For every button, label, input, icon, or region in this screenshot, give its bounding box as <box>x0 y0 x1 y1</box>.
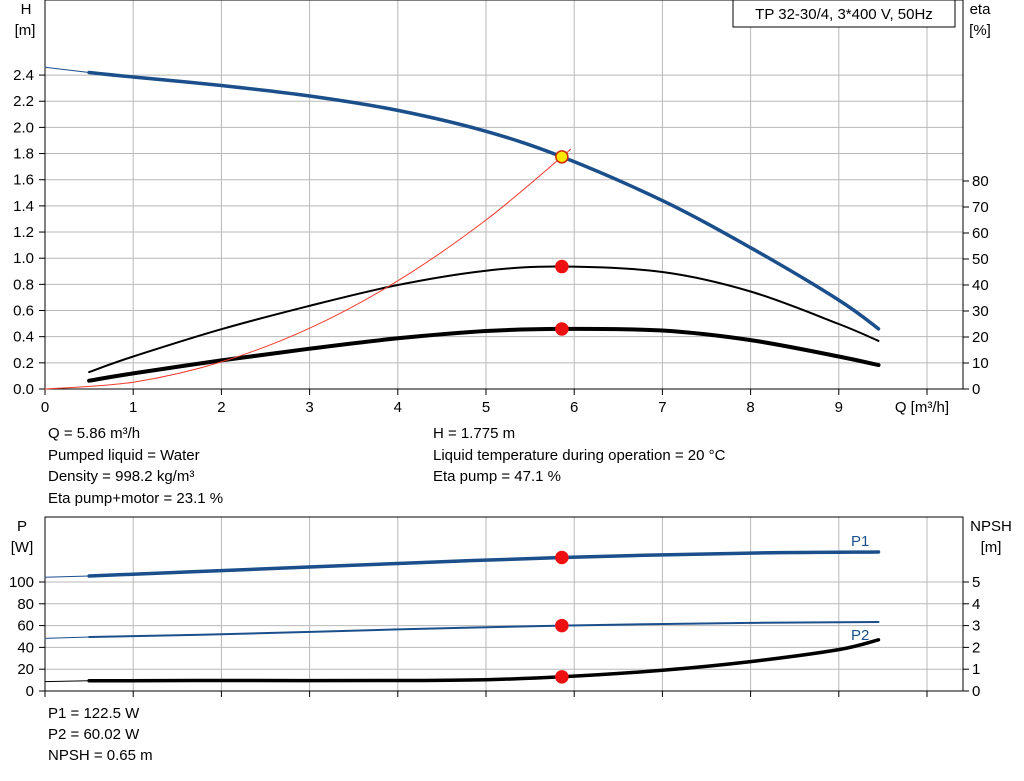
top-right-tick-label: 0 <box>972 381 980 398</box>
chart-title-box <box>732 0 956 28</box>
bottom-series-line <box>44 680 90 683</box>
top-left-tick-label: 2.0 <box>13 119 34 136</box>
x-tick-label: 5 <box>482 399 490 416</box>
top-right-tick-label: 70 <box>972 199 989 216</box>
bottom-operating-point-marker <box>555 618 569 633</box>
top-plot-frame <box>44 0 964 390</box>
top-right-tick-label: 30 <box>972 303 989 320</box>
bottom-left-tick-label: 20 <box>17 661 34 678</box>
top-series-line <box>87 326 881 383</box>
bottom-left-tick-label: 60 <box>17 618 34 635</box>
bottom-chart-markers <box>555 550 569 684</box>
x-tick-label: 1 <box>129 399 137 416</box>
x-tick-label: 3 <box>305 399 313 416</box>
x-tick-label: 7 <box>658 399 666 416</box>
x-tick-label: 4 <box>394 399 402 416</box>
x-tick-label: 0 <box>41 399 49 416</box>
x-tick-label: 8 <box>746 399 754 416</box>
x-axis-label: Q [m³/h] <box>895 399 949 416</box>
bottom-series-line <box>44 575 90 578</box>
bottom-right-tick-label: 0 <box>972 683 980 700</box>
bottom-chart-ticks: 0 20 40 60 80 100 0 1 2 3 4 5 <box>9 574 980 700</box>
bottom-series-line <box>87 638 881 683</box>
top-left-tick-label: 0.2 <box>13 355 34 372</box>
info-npsh: NPSH = 0.65 m <box>48 747 153 764</box>
top-left-tick-label: 0.0 <box>13 381 34 398</box>
x-tick-label: 9 <box>835 399 843 416</box>
bottom-right-tick-label: 4 <box>972 596 980 613</box>
bottom-right-tick-label: 1 <box>972 661 980 678</box>
top-series-line <box>87 70 881 331</box>
bottom-left-tick-label: 40 <box>17 639 34 656</box>
info-liquid-temp: Liquid temperature during operation = 20… <box>433 447 726 464</box>
bottom-left-tick-label: 100 <box>9 574 34 591</box>
info-density: Density = 998.2 kg/m³ <box>48 468 195 485</box>
info-p2: P2 = 60.02 W <box>48 726 140 743</box>
top-right-axis-label-2: [%] <box>969 22 991 39</box>
top-left-tick-label: 1.8 <box>13 146 34 163</box>
x-tick-label: 6 <box>570 399 578 416</box>
top-left-tick-label: 0.4 <box>13 329 34 346</box>
top-right-tick-label: 10 <box>972 355 989 372</box>
series-label-p1: P1 <box>851 533 869 550</box>
top-chart-series <box>44 66 881 390</box>
x-tick-label: 2 <box>217 399 225 416</box>
bottom-left-axis-label-1: P <box>17 518 27 535</box>
top-left-tick-label: 2.2 <box>13 93 34 110</box>
bottom-chart-series <box>44 550 881 683</box>
top-left-axis-label-1: H <box>21 1 32 18</box>
bottom-operating-point-marker <box>555 670 569 684</box>
top-chart-markers <box>555 150 569 336</box>
bottom-right-tick-label: 3 <box>972 618 980 635</box>
top-left-tick-label: 1.4 <box>13 198 34 215</box>
top-right-tick-label: 50 <box>972 251 989 268</box>
top-right-tick-label: 80 <box>972 173 989 190</box>
top-series-line <box>44 148 572 390</box>
bottom-left-axis-label-2: [W] <box>11 539 34 556</box>
bottom-left-tick-label: 0 <box>26 683 34 700</box>
top-left-tick-label: 1.6 <box>13 172 34 189</box>
top-series-line <box>44 66 90 73</box>
info-q: Q = 5.86 m³/h <box>48 425 141 442</box>
top-left-tick-label: 1.2 <box>13 224 34 241</box>
bottom-right-tick-label: 2 <box>972 639 980 656</box>
top-right-tick-label: 60 <box>972 225 989 242</box>
bottom-left-tick-label: 80 <box>17 596 34 613</box>
info-pumped-liquid: Pumped liquid = Water <box>48 447 200 464</box>
bottom-series-line <box>88 621 880 638</box>
info-p1: P1 = 122.5 W <box>48 705 140 722</box>
top-left-tick-label: 0.6 <box>13 303 34 320</box>
info-eta-pump: Eta pump = 47.1 % <box>433 468 561 485</box>
top-right-tick-label: 20 <box>972 329 989 346</box>
bottom-chart-grid <box>45 517 963 691</box>
bottom-right-axis-label-2: [m] <box>981 539 1002 556</box>
bottom-operating-point-marker <box>555 550 569 565</box>
bottom-series-line <box>44 636 90 639</box>
top-left-tick-label: 2.4 <box>13 67 34 84</box>
bottom-series-line <box>87 550 881 578</box>
top-left-tick-label: 1.0 <box>13 250 34 267</box>
top-operating-point-marker <box>555 322 569 336</box>
info-eta-total: Eta pump+motor = 23.1 % <box>48 490 224 507</box>
top-chart-ticks: 0.0 0.2 0.4 0.6 0.8 1.0 1.2 1.4 1.6 1.8 2.0 2.2 2.4 0… <box>13 67 989 416</box>
bottom-right-axis-label-1: NPSH <box>970 518 1012 535</box>
top-left-tick-label: 0.8 <box>13 276 34 293</box>
chart-title: TP 32-30/4, 3*400 V, 50Hz <box>755 6 933 23</box>
bottom-right-tick-label: 5 <box>972 574 980 591</box>
info-h: H = 1.775 m <box>433 425 516 442</box>
top-right-tick-label: 40 <box>972 277 989 294</box>
series-label-p2: P2 <box>851 627 869 644</box>
top-operating-point-marker <box>555 259 569 274</box>
top-series-line <box>88 265 880 374</box>
top-left-axis-label-2: [m] <box>15 22 36 39</box>
top-operating-point-marker <box>555 150 569 164</box>
top-right-axis-label-1: eta <box>970 1 992 18</box>
